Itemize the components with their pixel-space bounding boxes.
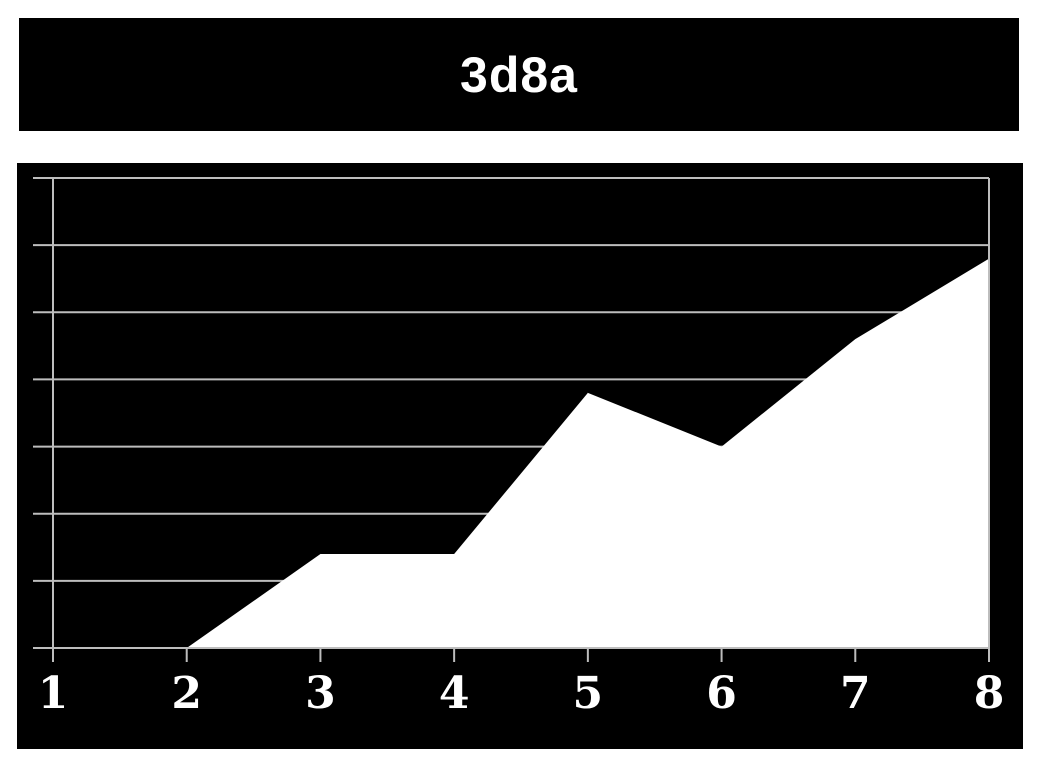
x-tick-label-3: 3 (305, 668, 336, 719)
chart-panel: 1 2 3 4 5 6 7 8 (17, 163, 1023, 749)
title-bar: 3d8a (19, 18, 1019, 131)
x-tick-label-2: 2 (171, 668, 202, 719)
area-chart: 1 2 3 4 5 6 7 8 (33, 177, 1005, 719)
x-tick-label-5: 5 (573, 668, 604, 719)
x-tick-label-8: 8 (974, 668, 1005, 719)
gridlines (33, 177, 989, 582)
x-tick-labels: 1 2 3 4 5 6 7 8 (38, 648, 1005, 719)
x-tick-label-1: 1 (38, 668, 69, 719)
x-tick-label-6: 6 (706, 668, 737, 719)
area-series (186, 258, 990, 649)
chart-title: 3d8a (460, 46, 578, 103)
area-series-fill (186, 258, 989, 648)
x-tick-label-4: 4 (439, 668, 470, 719)
x-tick-label-7: 7 (840, 668, 871, 719)
axes (33, 178, 990, 662)
